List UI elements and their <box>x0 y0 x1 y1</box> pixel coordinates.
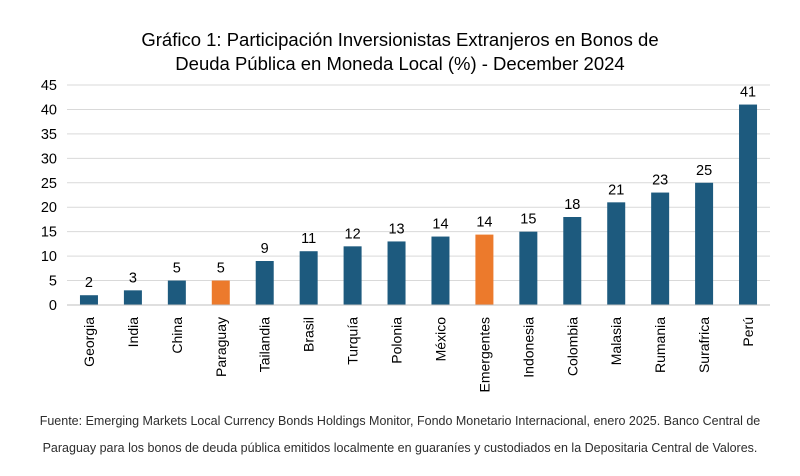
data-label: 14 <box>432 217 448 233</box>
category-label: Emergentes <box>476 317 492 392</box>
data-label: 5 <box>173 261 181 277</box>
category-label: Turquía <box>345 317 361 365</box>
y-tick-label: 20 <box>41 200 57 216</box>
bar <box>563 217 582 305</box>
category-label: Indonesia <box>520 317 536 378</box>
bar <box>431 236 450 305</box>
category-label: Tailandia <box>257 317 273 372</box>
bar <box>739 104 758 305</box>
data-label: 12 <box>345 226 361 242</box>
y-tick-label: 35 <box>41 127 57 143</box>
chart-title: Gráfico 1: Participación Inversionistas … <box>0 28 800 76</box>
category-label: México <box>432 317 448 362</box>
bar <box>255 261 274 305</box>
data-label: 9 <box>261 241 269 257</box>
category-label: Paraguay <box>213 317 229 377</box>
bar <box>387 241 406 305</box>
bar <box>79 295 98 305</box>
bar <box>211 280 230 305</box>
bar <box>519 231 538 305</box>
data-label: 2 <box>85 275 93 291</box>
data-label: 5 <box>217 261 225 277</box>
data-label: 23 <box>652 173 668 189</box>
source-line-2: Paraguay para los bonos de deuda pública… <box>42 441 758 455</box>
data-label: 11 <box>301 231 316 247</box>
data-label: 25 <box>696 163 712 179</box>
y-tick-label: 0 <box>49 298 57 314</box>
chart-title-line-1: Gráfico 1: Participación Inversionistas … <box>141 29 659 50</box>
y-tick-label: 30 <box>41 151 57 167</box>
bar <box>123 290 142 305</box>
bar <box>695 182 714 305</box>
y-tick-label: 45 <box>41 78 57 94</box>
category-label: Malasia <box>608 317 624 365</box>
bar <box>343 246 362 305</box>
category-label: Colombia <box>564 317 580 376</box>
data-label: 13 <box>388 221 404 237</box>
category-label: Georgia <box>81 317 97 367</box>
bar <box>607 202 626 305</box>
category-label: Rumania <box>652 317 668 373</box>
bar <box>167 280 186 305</box>
y-tick-label: 10 <box>41 249 57 265</box>
y-tick-label: 25 <box>41 176 57 192</box>
bar <box>299 251 318 305</box>
y-tick-label: 40 <box>41 102 57 118</box>
data-label: 18 <box>564 197 580 213</box>
source-note: Fuente: Emerging Markets Local Currency … <box>0 408 800 462</box>
data-label: 3 <box>129 270 137 286</box>
bar-chart: 0 5 10 15 20 25 30 35 40 45 2 Georgia 3 India 5 China 5 P… <box>41 78 770 392</box>
category-label: Surafrica <box>696 317 712 373</box>
y-tick-label: 5 <box>49 274 57 290</box>
category-label: Polonia <box>389 317 405 364</box>
source-line-1: Fuente: Emerging Markets Local Currency … <box>39 414 761 428</box>
data-label: 14 <box>476 215 492 231</box>
bar <box>651 192 670 305</box>
bar <box>475 234 494 305</box>
data-label: 15 <box>520 212 536 228</box>
chart-title-line-2: Deuda Pública en Moneda Local (%) - Dece… <box>175 53 625 74</box>
data-label: 41 <box>740 85 756 101</box>
y-tick-label: 15 <box>41 225 57 241</box>
category-label: India <box>125 317 141 348</box>
data-label: 21 <box>608 182 624 198</box>
category-label: Brasil <box>301 317 317 352</box>
category-label: China <box>169 317 185 354</box>
category-label: Perú <box>740 317 756 347</box>
